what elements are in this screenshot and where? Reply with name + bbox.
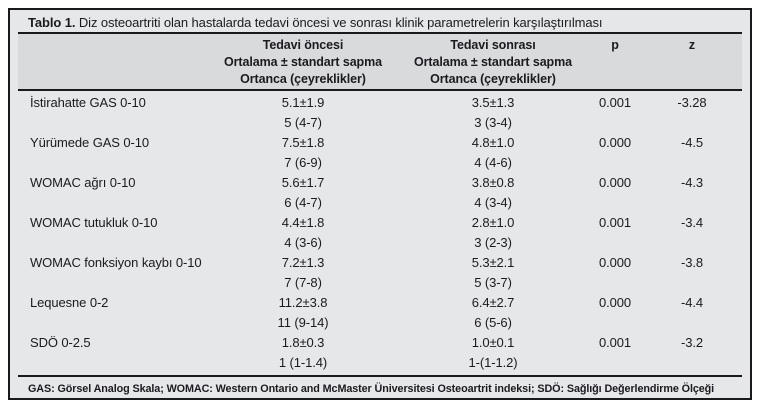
table-row: İstirahatte GAS 0-10 5.1±1.9 3.5±1.3 0.0… <box>18 93 742 113</box>
empty-cell <box>18 313 208 333</box>
column-header-before: Tedavi öncesi Ortalama ± standart sapma … <box>224 38 382 86</box>
table-row-median: 11 (9-14) 6 (5-6) <box>18 313 742 333</box>
column-header-z: z <box>688 38 696 52</box>
before-median-cell: 7 (6-9) <box>284 155 322 170</box>
after-mean-cell: 6.4±2.7 <box>471 295 515 310</box>
after-median-cell: 3 (3-4) <box>474 115 512 130</box>
before-median-cell: 1 (1-1.4) <box>278 355 328 370</box>
p-value-cell: 0.000 <box>598 295 632 310</box>
table-row-median: 5 (4-7) 3 (3-4) <box>18 113 742 133</box>
empty-cell <box>588 113 642 133</box>
table-row: Lequesne 0-2 11.2±3.8 6.4±2.7 0.000 -4.4 <box>18 293 742 313</box>
empty-cell <box>18 153 208 173</box>
empty-cell <box>18 353 208 373</box>
z-value-cell: -3.2 <box>680 335 703 350</box>
empty-cell <box>588 273 642 293</box>
after-mean-cell: 1.0±0.1 <box>471 335 515 350</box>
column-header-parameter <box>18 37 208 89</box>
after-median-cell: 5 (3-7) <box>474 275 512 290</box>
p-value-cell: 0.001 <box>598 335 632 350</box>
empty-cell <box>18 113 208 133</box>
after-median-cell: 1-(1-1.2) <box>468 355 518 370</box>
table-row-median: 4 (3-6) 3 (2-3) <box>18 233 742 253</box>
before-median-cell: 7 (7-8) <box>284 275 322 290</box>
table-row: WOMAC ağrı 0-10 5.6±1.7 3.8±0.8 0.000 -4… <box>18 173 742 193</box>
column-header-after: Tedavi sonrası Ortalama ± standart sapma… <box>414 38 572 86</box>
empty-cell <box>642 113 742 133</box>
empty-cell <box>588 233 642 253</box>
before-median-cell: 5 (4-7) <box>284 115 322 130</box>
before-mean-cell: 5.1±1.9 <box>281 95 325 110</box>
before-median-cell: 4 (3-6) <box>284 235 322 250</box>
before-median-cell: 6 (4-7) <box>284 195 322 210</box>
empty-cell <box>642 313 742 333</box>
table-title-label: Tablo 1. <box>28 15 76 30</box>
p-value-cell: 0.000 <box>598 255 632 270</box>
empty-cell <box>588 353 642 373</box>
after-median-cell: 6 (5-6) <box>474 315 512 330</box>
after-mean-cell: 4.8±1.0 <box>471 135 515 150</box>
p-value-cell: 0.001 <box>598 215 632 230</box>
empty-cell <box>18 273 208 293</box>
table-row-median: 6 (4-7) 4 (3-4) <box>18 193 742 213</box>
table-row: WOMAC tutukluk 0-10 4.4±1.8 2.8±1.0 0.00… <box>18 213 742 233</box>
before-mean-cell: 5.6±1.7 <box>281 175 325 190</box>
table-row-median: 7 (7-8) 5 (3-7) <box>18 273 742 293</box>
empty-cell <box>642 153 742 173</box>
before-mean-cell: 7.5±1.8 <box>281 135 325 150</box>
empty-cell <box>588 193 642 213</box>
param-cell: WOMAC tutukluk 0-10 <box>30 215 158 230</box>
after-median-cell: 4 (4-6) <box>474 155 512 170</box>
table-title: Tablo 1. Diz osteoartriti olan hastalard… <box>18 10 742 34</box>
after-mean-cell: 3.8±0.8 <box>471 175 515 190</box>
empty-cell <box>588 313 642 333</box>
before-median-cell: 11 (9-14) <box>277 315 329 330</box>
p-value-cell: 0.000 <box>598 175 632 190</box>
z-value-cell: -3.4 <box>680 215 703 230</box>
param-cell: İstirahatte GAS 0-10 <box>30 95 146 110</box>
after-mean-cell: 2.8±1.0 <box>471 215 515 230</box>
table-row-median: 7 (6-9) 4 (4-6) <box>18 153 742 173</box>
empty-cell <box>18 193 208 213</box>
after-median-cell: 4 (3-4) <box>474 195 512 210</box>
p-value-cell: 0.000 <box>598 135 632 150</box>
table-title-text: Diz osteoartriti olan hastalarda tedavi … <box>78 15 603 30</box>
z-value-cell: -4.3 <box>680 175 703 190</box>
param-cell: SDÖ 0-2.5 <box>30 335 91 350</box>
after-mean-cell: 5.3±2.1 <box>471 255 515 270</box>
empty-cell <box>642 353 742 373</box>
z-value-cell: -4.5 <box>680 135 703 150</box>
param-cell: WOMAC fonksiyon kaybı 0-10 <box>30 255 202 270</box>
param-cell: Yürümede GAS 0-10 <box>30 135 149 150</box>
z-value-cell: -3.8 <box>680 255 703 270</box>
after-mean-cell: 3.5±1.3 <box>471 95 515 110</box>
before-mean-cell: 1.8±0.3 <box>281 335 325 350</box>
z-value-cell: -4.4 <box>680 295 703 310</box>
empty-cell <box>642 273 742 293</box>
empty-cell <box>588 153 642 173</box>
empty-cell <box>18 233 208 253</box>
table-row: WOMAC fonksiyon kaybı 0-10 7.2±1.3 5.3±2… <box>18 253 742 273</box>
p-value-cell: 0.001 <box>598 95 632 110</box>
z-value-cell: -3.28 <box>677 95 707 110</box>
empty-cell <box>642 193 742 213</box>
table-row: SDÖ 0-2.5 1.8±0.3 1.0±0.1 0.001 -3.2 <box>18 333 742 353</box>
table-header-row: Tedavi öncesi Ortalama ± standart sapma … <box>18 34 742 91</box>
table-footnote: GAS: Görsel Analog Skala; WOMAC: Western… <box>18 375 742 395</box>
before-mean-cell: 11.2±3.8 <box>278 295 328 310</box>
empty-cell <box>642 233 742 253</box>
before-mean-cell: 4.4±1.8 <box>281 215 325 230</box>
table-row-median: 1 (1-1.4) 1-(1-1.2) <box>18 353 742 373</box>
table-body: İstirahatte GAS 0-10 5.1±1.9 3.5±1.3 0.0… <box>18 91 742 373</box>
param-cell: WOMAC ağrı 0-10 <box>30 175 136 190</box>
table-frame: Tablo 1. Diz osteoartriti olan hastalard… <box>8 8 752 400</box>
before-mean-cell: 7.2±1.3 <box>281 255 325 270</box>
param-cell: Lequesne 0-2 <box>30 295 109 310</box>
column-header-p: p <box>611 38 619 52</box>
after-median-cell: 3 (2-3) <box>474 235 512 250</box>
table-row: Yürümede GAS 0-10 7.5±1.8 4.8±1.0 0.000 … <box>18 133 742 153</box>
